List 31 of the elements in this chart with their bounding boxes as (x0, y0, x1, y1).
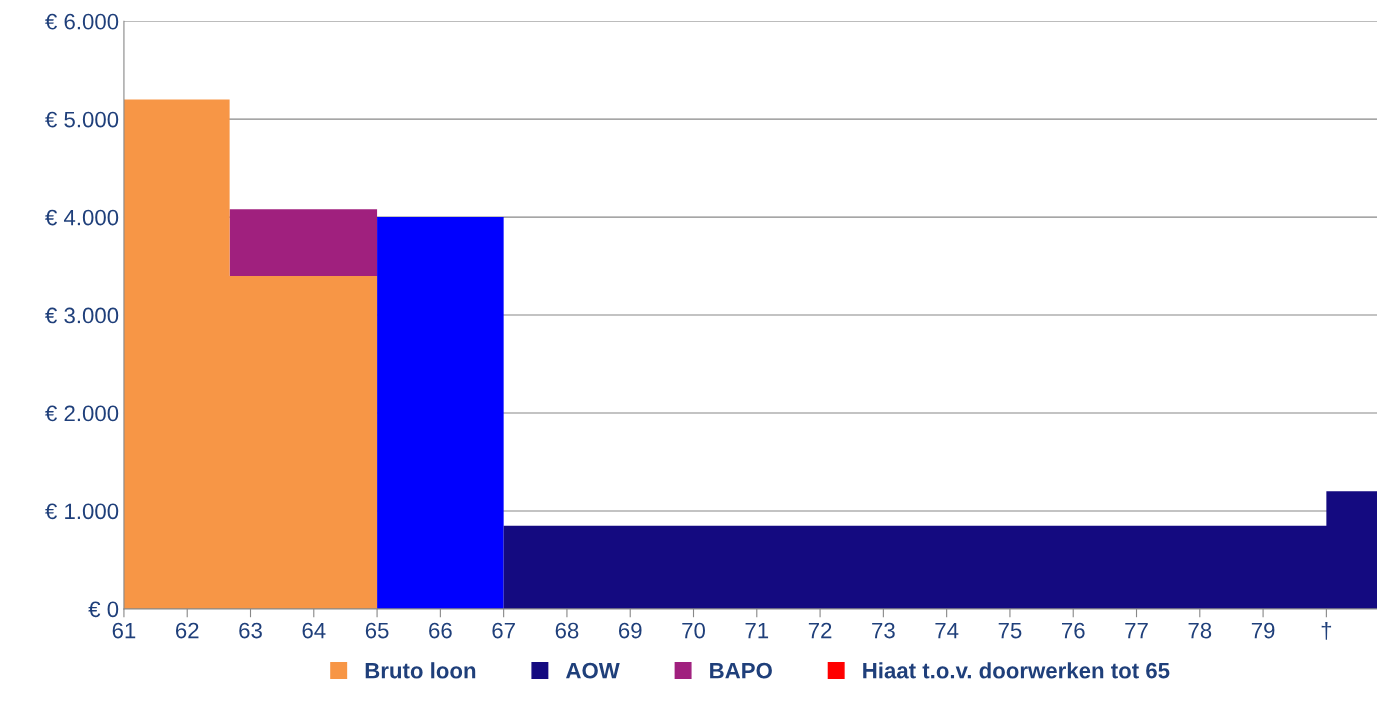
x-tick-label: 67 (492, 622, 515, 639)
y-tick-label: € 1.000 (45, 503, 119, 520)
y-tick-label: € 0 (88, 601, 119, 618)
x-tick-label: 71 (745, 622, 769, 639)
x-tick-label: 66 (429, 622, 452, 639)
x-tick-label: 68 (555, 622, 579, 639)
legend-label: Hiaat t.o.v. doorwerken tot 65 (863, 662, 1170, 679)
y-tick-label: € 4.000 (45, 209, 119, 226)
legend-label: BAPO (710, 662, 772, 679)
x-tick-label: 69 (618, 622, 642, 639)
x-tick-label: 75 (998, 622, 1022, 639)
x-tick-label: 64 (302, 622, 326, 639)
x-tick-label: 74 (935, 622, 959, 639)
x-tick-label: 78 (1188, 622, 1212, 639)
legend-label: AOW (566, 662, 620, 679)
x-tick-label: 73 (872, 622, 895, 639)
x-tick-label: 63 (239, 622, 262, 639)
x-tick-label: 70 (682, 622, 705, 639)
y-tick-label: € 5.000 (45, 111, 119, 128)
x-tick-label: 61 (112, 622, 136, 639)
x-tick-label: 77 (1125, 622, 1148, 639)
legend-label: Bruto loon (365, 662, 476, 679)
x-tick-label: † (1321, 622, 1332, 640)
x-tick-label: 72 (808, 622, 832, 639)
x-tick-label: 76 (1062, 622, 1085, 639)
x-tick-label: 62 (175, 622, 199, 639)
y-tick-label: € 6.000 (45, 13, 119, 30)
y-tick-label: € 2.000 (45, 405, 119, 422)
y-tick-label: € 3.000 (45, 307, 119, 324)
x-tick-label: 65 (365, 622, 389, 639)
x-tick-label: 79 (1251, 622, 1275, 639)
